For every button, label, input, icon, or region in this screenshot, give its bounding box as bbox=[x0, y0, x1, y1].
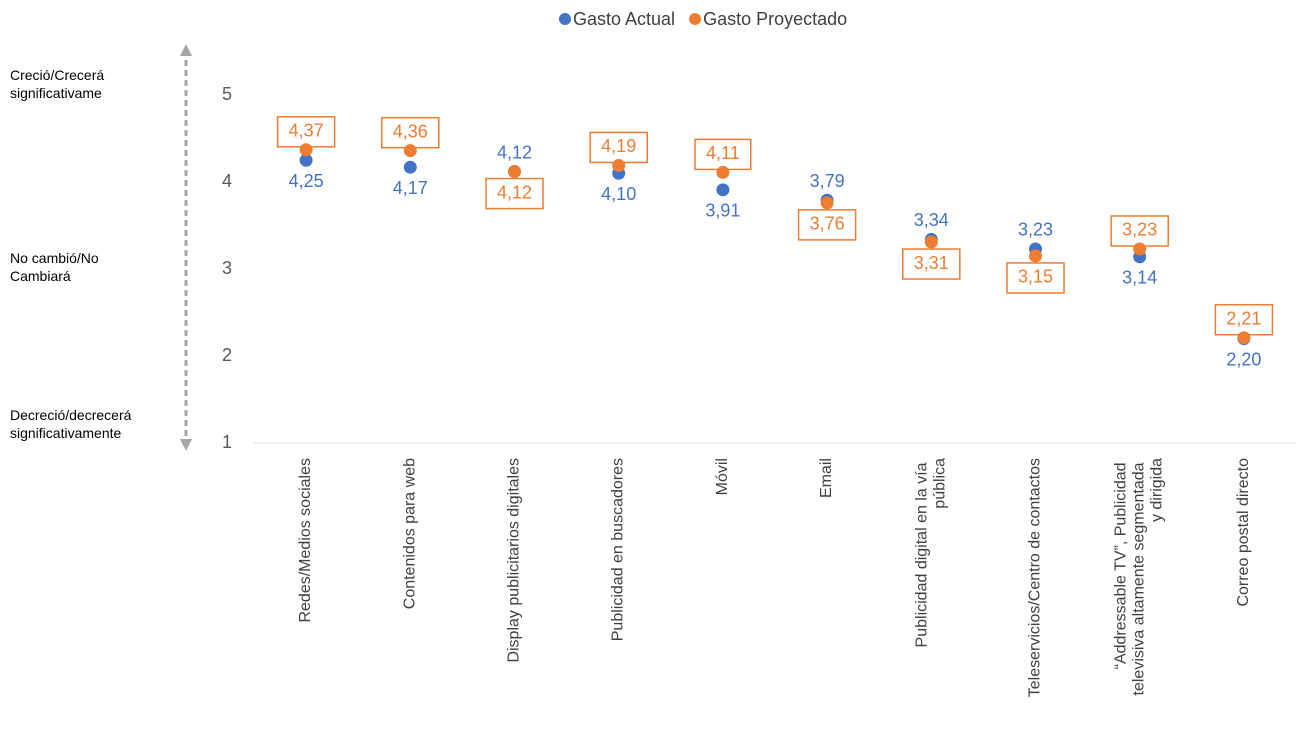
legend-label: Gasto Proyectado bbox=[703, 9, 847, 29]
dot bbox=[299, 153, 313, 167]
x-tick-label: Publicidad en buscadores bbox=[610, 458, 627, 641]
value-label: 3,14 bbox=[1122, 268, 1157, 288]
dot bbox=[820, 196, 834, 210]
x-tick-label: Publicidad digital en la vía pública bbox=[914, 458, 949, 648]
legend-label: Gasto Actual bbox=[573, 9, 675, 29]
value-label: 4,25 bbox=[289, 171, 324, 191]
value-label: 3,34 bbox=[914, 210, 949, 230]
y-tick-label: 5 bbox=[222, 84, 232, 104]
value-label-box bbox=[902, 248, 961, 280]
value-label-box bbox=[485, 177, 544, 210]
value-label: 4,37 bbox=[289, 121, 324, 141]
value-label: 3,31 bbox=[914, 253, 949, 273]
dot bbox=[403, 160, 417, 174]
x-tick-label: Display publicitarios digitales bbox=[506, 458, 523, 663]
value-label: 4,19 bbox=[601, 136, 636, 156]
value-label: 3,23 bbox=[1122, 220, 1157, 240]
value-label: 3,79 bbox=[810, 171, 845, 191]
x-tick-label: “Addressable TV”, Publicidad televisiva … bbox=[1113, 458, 1166, 696]
value-label: 4,36 bbox=[393, 121, 428, 141]
x-tick-label: Móvil bbox=[714, 458, 731, 495]
dot bbox=[299, 143, 313, 157]
dot bbox=[1237, 331, 1251, 345]
dot bbox=[403, 144, 417, 158]
annotation: Decreció/decrecerá significativamente bbox=[10, 407, 135, 441]
legend-marker bbox=[689, 13, 702, 25]
annotation: No cambió/No Cambiará bbox=[10, 250, 103, 284]
value-label: 4,12 bbox=[497, 182, 532, 202]
x-tick-label: Redes/Medios sociales bbox=[297, 458, 314, 623]
value-label: 2,21 bbox=[1226, 308, 1261, 328]
value-label: 2,20 bbox=[1226, 349, 1261, 369]
dot bbox=[716, 165, 730, 179]
value-label: 4,12 bbox=[497, 142, 532, 162]
value-label: 3,23 bbox=[1018, 220, 1053, 240]
x-tick-label: Correo postal directo bbox=[1235, 458, 1252, 607]
value-label: 3,15 bbox=[1018, 267, 1053, 287]
dot bbox=[716, 183, 730, 197]
value-label: 3,91 bbox=[705, 201, 740, 221]
dot bbox=[924, 235, 938, 249]
x-tick-label: Teleservicios/Centro de contactos bbox=[1027, 458, 1044, 697]
x-tick-label: Email bbox=[818, 458, 835, 498]
y-tick-label: 4 bbox=[222, 171, 232, 191]
x-tick-label: Contenidos para web bbox=[402, 458, 419, 609]
y-tick-label: 3 bbox=[222, 258, 232, 278]
annotation: Creció/Crecerá significativame bbox=[10, 67, 108, 101]
dot bbox=[508, 165, 521, 179]
value-label-box bbox=[797, 209, 857, 241]
y-tick-label: 2 bbox=[222, 345, 232, 365]
value-label: 4,10 bbox=[601, 184, 636, 204]
dot bbox=[1133, 242, 1147, 256]
y-tick-label: 1 bbox=[222, 432, 232, 452]
value-label: 4,11 bbox=[706, 143, 740, 163]
value-label: 4,17 bbox=[393, 178, 428, 198]
legend-marker bbox=[559, 13, 571, 25]
dot bbox=[612, 158, 626, 172]
value-label: 3,76 bbox=[810, 214, 845, 234]
value-label-box bbox=[1006, 262, 1065, 294]
dot bbox=[1029, 249, 1042, 263]
